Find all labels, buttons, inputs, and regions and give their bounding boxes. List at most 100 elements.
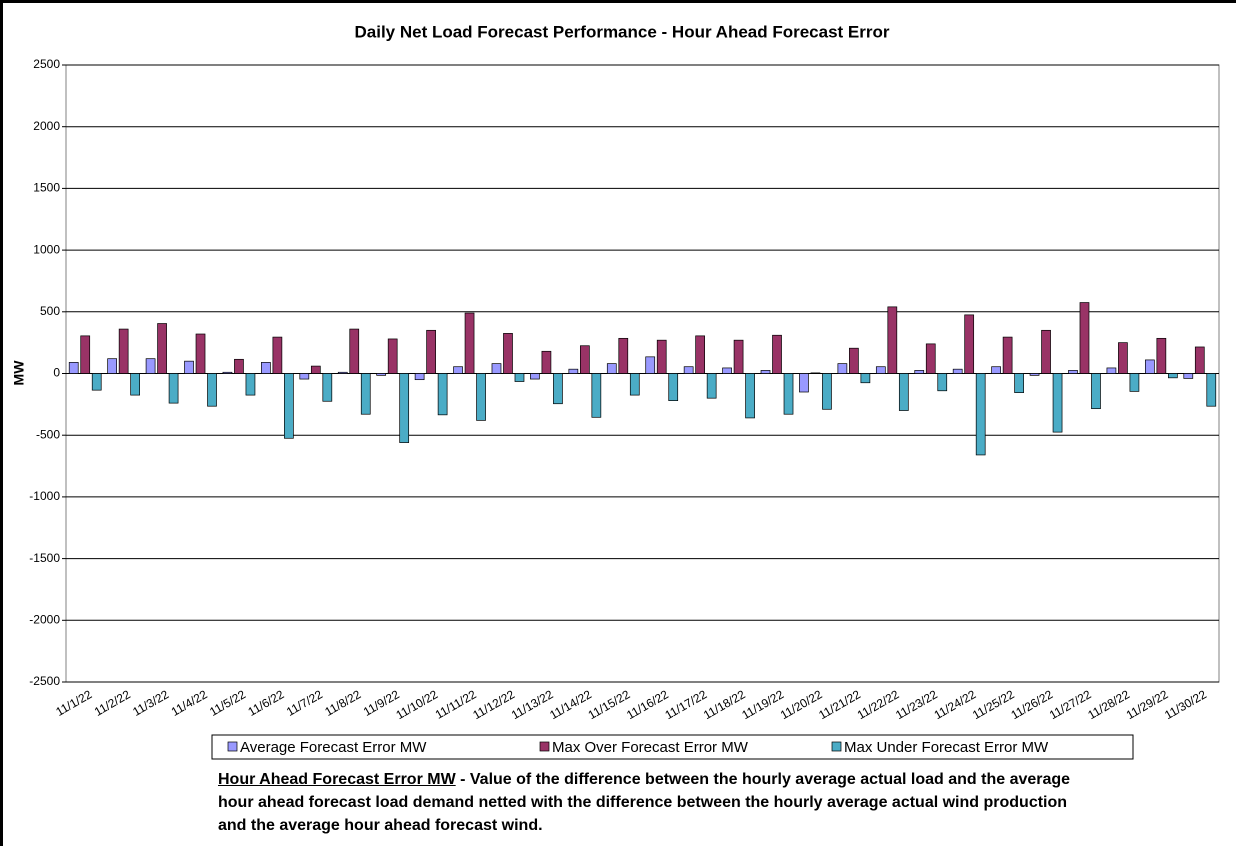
bar [645, 356, 656, 374]
x-tick-label: 11/1/22 [53, 687, 94, 719]
x-tick-label: 11/17/22 [663, 687, 710, 722]
bar [606, 363, 617, 374]
bar [1183, 373, 1194, 379]
bar [437, 373, 448, 416]
bar [579, 345, 590, 374]
bar [261, 362, 271, 374]
footnote-text: - Value of the difference between the ho… [218, 771, 1071, 834]
bar [991, 366, 1001, 374]
footnote: Hour Ahead Forecast Error MW - Value of … [218, 768, 1098, 837]
bar [387, 338, 398, 374]
chart-title: Daily Net Load Forecast Performance - Ho… [354, 22, 889, 41]
bar [337, 371, 348, 374]
bar [530, 373, 540, 380]
x-tick-label: 11/29/22 [1124, 687, 1171, 722]
bar [772, 334, 782, 374]
bar [310, 365, 321, 374]
bar [245, 373, 256, 396]
bar [414, 373, 425, 381]
bar [234, 358, 244, 374]
bar [952, 368, 963, 374]
bar [1206, 373, 1217, 407]
x-tick-label: 11/14/22 [547, 687, 594, 722]
bar [360, 373, 371, 415]
y-tick-label: 1000 [33, 242, 60, 256]
bar [1068, 370, 1078, 374]
bar [925, 343, 936, 374]
bar [810, 372, 821, 374]
y-tick-label: 0 [53, 366, 60, 380]
x-tick-label: 11/16/22 [624, 687, 671, 722]
bar [783, 373, 794, 415]
bar [284, 373, 294, 439]
bar [503, 333, 513, 374]
y-tick-label: 500 [40, 304, 60, 318]
x-tick-label: 11/25/22 [970, 687, 1017, 722]
bar [376, 373, 387, 376]
legend-swatch [831, 741, 842, 752]
bar [1079, 302, 1090, 374]
bar [591, 373, 602, 418]
bar [656, 339, 667, 374]
x-tick-label: 11/5/22 [207, 687, 248, 719]
x-tick-label: 11/13/22 [509, 687, 556, 722]
legend-label: Max Over Forecast Error MW [552, 739, 749, 756]
x-tick-label: 11/27/22 [1047, 687, 1094, 722]
bar [145, 358, 156, 374]
bar [1002, 336, 1013, 374]
bar [1091, 373, 1101, 410]
bar [914, 370, 925, 374]
bar [1129, 373, 1140, 392]
bar [1014, 373, 1024, 393]
bar [207, 373, 217, 407]
bar [683, 366, 694, 374]
x-tick-label: 11/2/22 [92, 687, 133, 719]
bar [1106, 367, 1117, 374]
x-tick-label: 11/3/22 [130, 687, 171, 719]
bar [553, 373, 563, 405]
footnote-label: Hour Ahead Forecast Error MW [218, 771, 456, 788]
bar [837, 363, 848, 374]
bar [399, 373, 410, 443]
bar [706, 373, 717, 399]
bar [476, 373, 486, 421]
bar [898, 373, 909, 411]
bar [107, 358, 118, 374]
bar [618, 337, 629, 374]
x-tick-label: 11/6/22 [246, 687, 287, 719]
bar [272, 336, 283, 374]
x-tick-label: 11/22/22 [855, 687, 902, 722]
bar [453, 366, 463, 374]
bar [130, 373, 140, 396]
y-tick-label: -2000 [29, 612, 60, 626]
bar [91, 373, 102, 391]
bar [68, 362, 79, 374]
x-tick-label: 11/23/22 [893, 687, 940, 722]
bar [745, 373, 755, 419]
x-tick-label: 11/7/22 [284, 687, 325, 719]
y-axis-label: MW [11, 360, 27, 386]
bar [464, 312, 475, 374]
x-tick-label: 11/8/22 [322, 687, 363, 719]
bar [668, 373, 679, 401]
x-tick-label: 11/19/22 [739, 687, 786, 722]
bar [80, 335, 91, 374]
x-tick-label: 11/24/22 [932, 687, 979, 722]
bar [118, 328, 129, 374]
bar [157, 323, 167, 374]
bar [937, 373, 948, 392]
bar [168, 373, 179, 404]
bar [822, 373, 832, 410]
bar [1167, 373, 1178, 379]
bar [849, 347, 859, 374]
x-tick-label: 11/4/22 [169, 687, 210, 719]
bar [1029, 373, 1040, 376]
bar [1052, 373, 1063, 433]
x-tick-label: 11/18/22 [701, 687, 748, 722]
bar [733, 339, 744, 374]
y-tick-label: 1500 [33, 181, 60, 195]
bar [426, 329, 436, 374]
x-tick-label: 11/21/22 [816, 687, 863, 722]
